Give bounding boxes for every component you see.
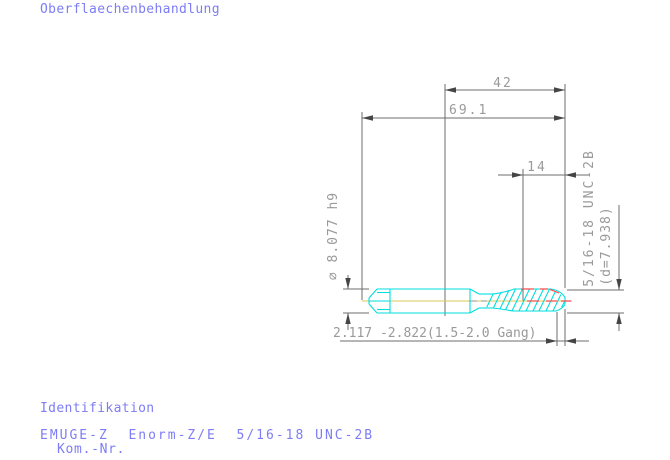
dimension-lines xyxy=(340,89,620,342)
dimension-arrows xyxy=(345,87,622,344)
dim-length-42: 42 xyxy=(493,76,513,91)
kom-nr-label: Kom.-Nr. xyxy=(57,442,126,457)
dim-chamfer: 2.117 -2.822(1.5-2.0 Gang) xyxy=(333,326,537,341)
surface-treatment-label: Oberflaechenbehandlung xyxy=(40,2,220,17)
dim-length-69-1: 69.1 xyxy=(449,103,488,118)
identification-label: Identifikation xyxy=(40,401,155,416)
dim-shank-diameter: ∅ 8.077 h9 xyxy=(326,192,341,280)
dim-length-14: 14 xyxy=(527,160,547,175)
tool-identification-text: EMUGE-Z Enorm-Z/E 5/16-18 UNC-2B xyxy=(40,428,375,443)
red-mark-lines xyxy=(521,288,571,302)
dim-thread-spec: 5/16-18 UNC-2B xyxy=(582,149,597,287)
dim-thread-diameter: (d=7.938) xyxy=(599,206,614,285)
tap-tool xyxy=(368,288,566,314)
